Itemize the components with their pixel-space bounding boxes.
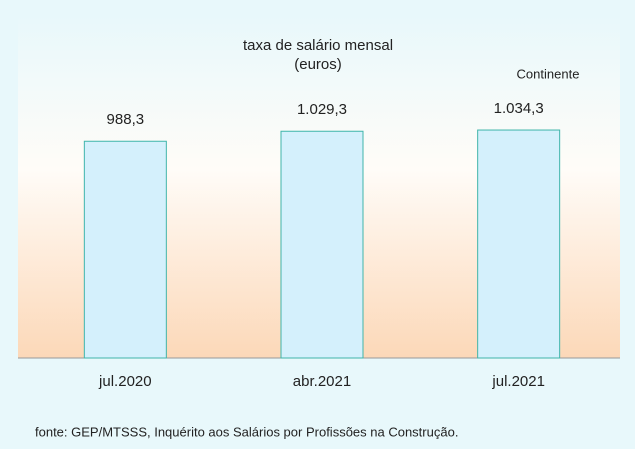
x-tick-label: jul.2020 bbox=[98, 373, 152, 390]
value-label: 988,3 bbox=[107, 111, 145, 128]
value-label: 1.029,3 bbox=[297, 101, 347, 118]
value-label: 1.034,3 bbox=[494, 100, 544, 117]
chart-title: taxa de salário mensal bbox=[243, 37, 393, 54]
x-tick-label: abr.2021 bbox=[293, 373, 351, 390]
x-tick-label: jul.2021 bbox=[491, 373, 545, 390]
chart-subtitle: (euros) bbox=[294, 56, 342, 73]
bar bbox=[477, 129, 561, 359]
bar bbox=[83, 140, 167, 359]
source: fonte: GEP/MTSSS, Inquérito aos Salários… bbox=[35, 424, 458, 439]
bar bbox=[280, 130, 364, 359]
annotation: Continente bbox=[517, 66, 580, 81]
